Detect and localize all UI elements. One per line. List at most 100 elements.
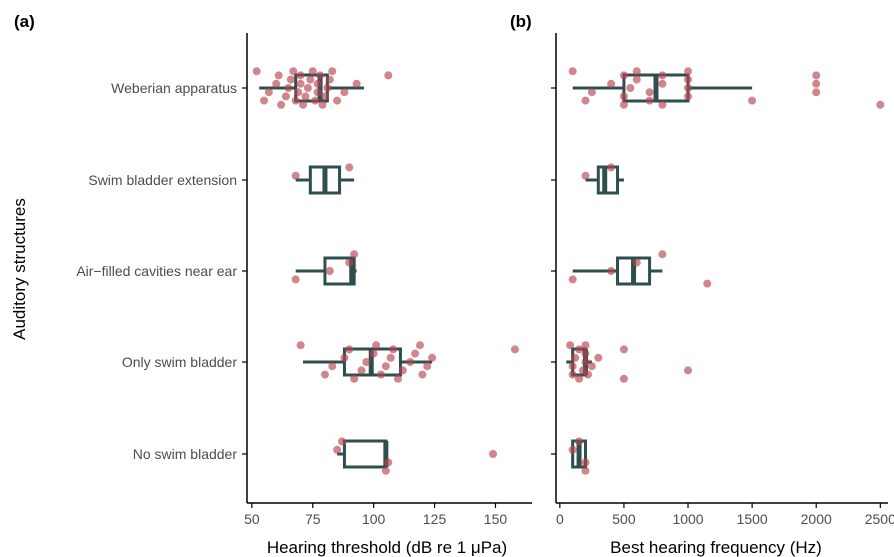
data-point bbox=[684, 92, 693, 101]
panel-b: 0 500 1000 1500 2000 2500 bbox=[551, 33, 894, 527]
data-point bbox=[619, 92, 628, 101]
data-point bbox=[581, 358, 590, 366]
data-point bbox=[333, 96, 342, 105]
data-point bbox=[308, 67, 317, 76]
panel-label-b: (b) bbox=[510, 12, 532, 31]
data-point bbox=[748, 96, 757, 105]
data-point bbox=[684, 366, 693, 375]
data-point bbox=[607, 163, 616, 172]
data-point bbox=[575, 345, 584, 354]
data-point bbox=[350, 374, 359, 383]
data-point bbox=[381, 362, 390, 371]
data-point bbox=[320, 370, 329, 379]
data-point bbox=[632, 258, 641, 267]
data-point bbox=[658, 100, 667, 109]
data-point bbox=[311, 96, 320, 105]
data-point bbox=[296, 341, 305, 350]
data-point bbox=[489, 450, 498, 458]
data-point bbox=[398, 366, 407, 375]
data-point bbox=[291, 171, 300, 180]
y-tick-label-no-swim-bladder: No swim bladder bbox=[133, 446, 238, 462]
data-point bbox=[340, 88, 349, 97]
x-tick-label: 2000 bbox=[801, 511, 832, 527]
x-axis-title-b: Best hearing frequency (Hz) bbox=[610, 538, 822, 557]
data-point bbox=[286, 75, 295, 84]
data-point bbox=[581, 458, 590, 467]
data-point bbox=[812, 71, 821, 80]
box-a-no-swim-bladder bbox=[337, 439, 389, 469]
data-point bbox=[876, 100, 885, 109]
data-point bbox=[632, 67, 641, 76]
iqr-box bbox=[596, 165, 620, 195]
data-point bbox=[645, 96, 654, 105]
data-point bbox=[291, 96, 300, 105]
data-point bbox=[575, 374, 584, 383]
panel-a: 50 75 100 125 150 Weberian apparatus Swim blad… bbox=[76, 33, 532, 527]
box-b-swim-bladder-extension bbox=[585, 165, 624, 195]
data-point bbox=[812, 88, 821, 97]
data-point bbox=[328, 362, 337, 371]
data-point bbox=[381, 466, 390, 475]
x-axis-title-a: Hearing threshold (dB re 1 μPa) bbox=[267, 538, 507, 557]
data-point bbox=[338, 437, 346, 446]
data-point bbox=[284, 84, 293, 92]
data-point bbox=[415, 341, 424, 350]
data-point bbox=[345, 258, 354, 267]
data-point bbox=[296, 79, 305, 88]
data-point bbox=[345, 163, 354, 172]
x-tick-label: 125 bbox=[423, 511, 447, 527]
data-point bbox=[594, 353, 603, 362]
data-point bbox=[658, 79, 667, 88]
data-point bbox=[274, 71, 283, 80]
data-point bbox=[260, 96, 269, 105]
box-b-air-filled-cavities-near-ear bbox=[572, 256, 663, 286]
x-tick-label: 100 bbox=[362, 511, 386, 527]
x-tick-label: 0 bbox=[556, 511, 564, 527]
data-point bbox=[645, 88, 654, 97]
y-tick-label-air-filled-cavities-near-ear: Air−filled cavities near ear bbox=[76, 263, 237, 279]
data-point bbox=[575, 437, 584, 446]
data-point bbox=[632, 75, 641, 84]
data-point bbox=[384, 458, 393, 467]
data-point bbox=[423, 362, 432, 371]
data-point bbox=[296, 71, 305, 80]
data-point bbox=[571, 353, 580, 362]
data-point bbox=[626, 84, 635, 92]
x-tick-label: 75 bbox=[305, 511, 321, 527]
data-point bbox=[272, 79, 281, 88]
panel-label-a: (a) bbox=[14, 12, 35, 31]
data-point bbox=[581, 466, 590, 475]
y-tick-label-swim-bladder-extension: Swim bladder extension bbox=[88, 172, 237, 188]
data-point bbox=[566, 341, 575, 350]
data-point bbox=[299, 100, 308, 109]
data-point bbox=[607, 267, 616, 275]
data-point bbox=[323, 84, 332, 92]
data-point bbox=[328, 67, 337, 76]
data-point bbox=[340, 353, 349, 362]
data-point bbox=[313, 88, 322, 97]
box-a-swim-bladder-extension bbox=[295, 165, 355, 195]
data-point bbox=[587, 88, 596, 97]
data-point bbox=[406, 358, 415, 366]
data-point bbox=[568, 362, 577, 371]
data-point bbox=[581, 341, 590, 350]
data-point bbox=[510, 345, 519, 354]
data-point bbox=[658, 250, 667, 259]
data-point bbox=[581, 349, 590, 358]
data-point bbox=[418, 370, 427, 379]
x-tick-label: 500 bbox=[612, 511, 636, 527]
data-point bbox=[303, 84, 312, 92]
data-point bbox=[411, 349, 420, 358]
data-point bbox=[607, 79, 616, 88]
data-point bbox=[369, 349, 378, 358]
data-point bbox=[587, 362, 596, 371]
data-point bbox=[252, 67, 261, 76]
data-point bbox=[301, 92, 310, 101]
data-point bbox=[703, 279, 712, 288]
data-point bbox=[372, 341, 381, 350]
x-tick-label: 150 bbox=[484, 511, 508, 527]
data-point bbox=[568, 275, 577, 284]
data-point bbox=[325, 75, 334, 84]
data-point bbox=[313, 79, 322, 88]
data-point bbox=[352, 79, 361, 88]
